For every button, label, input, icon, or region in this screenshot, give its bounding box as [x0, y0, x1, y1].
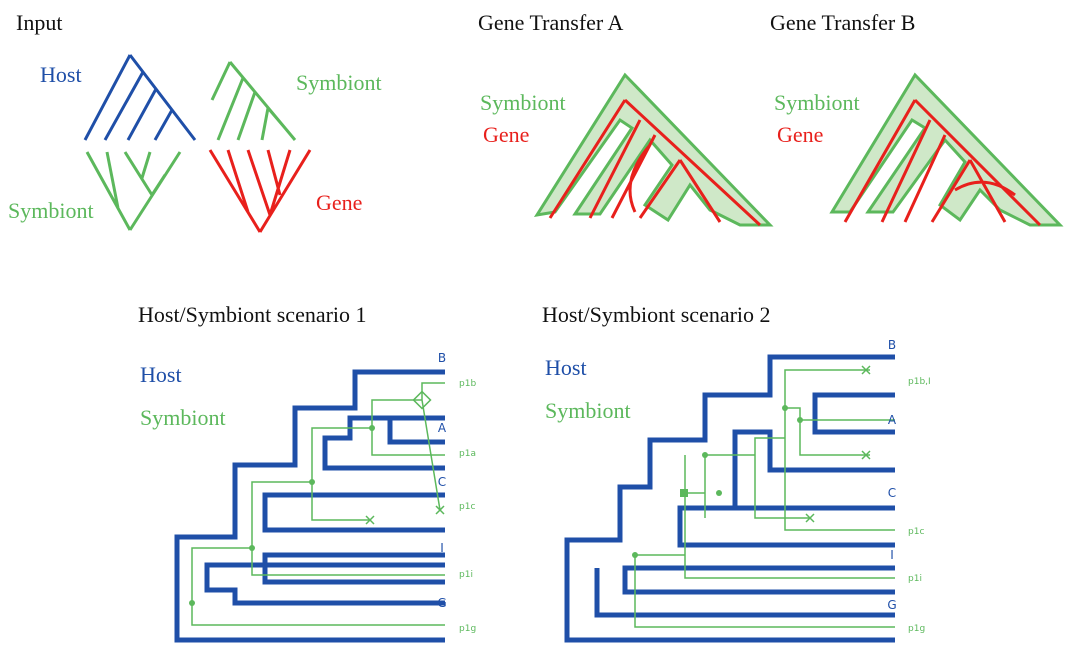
host-leaf-label: A [438, 421, 447, 435]
host-leaf-label: B [438, 351, 446, 365]
symbiont-tree-shade [533, 72, 774, 227]
symbiont-leaf-label: p1a [459, 449, 476, 459]
gene-label: Gene [316, 190, 362, 215]
host-leaf-label: C [888, 486, 896, 500]
symbiont-leaf-label: p1i [459, 570, 473, 580]
symbiont-tree [85, 61, 297, 231]
host-tree [564, 354, 895, 643]
host-leaf-label: A [888, 413, 897, 427]
symbiont-label: Symbiont [545, 398, 631, 423]
panel-title: Gene Transfer B [770, 10, 915, 35]
host-label: Host [545, 355, 587, 380]
gene-tree [548, 98, 762, 227]
host-tree [83, 54, 197, 141]
panel-title: Host/Symbiont scenario 1 [138, 302, 367, 327]
gene-tree [843, 98, 1042, 227]
symbiont-tree [632, 365, 895, 628]
symbiont-leaf-label: p1c [908, 527, 924, 537]
symbiont-label: Symbiont [774, 90, 860, 115]
gene-label: Gene [483, 122, 529, 147]
symbiont-label: Symbiont [140, 405, 226, 430]
symbiont-leaf-label: p1g [908, 624, 925, 634]
host-label: Host [40, 62, 82, 87]
host-leaf-label: C [438, 475, 446, 489]
host-leaf-label: I [440, 541, 444, 555]
symbiont-label: Symbiont [480, 90, 566, 115]
host-label: Host [140, 362, 182, 387]
symbiont-leaf-label: p1b [459, 379, 476, 389]
panel-title: Host/Symbiont scenario 2 [542, 302, 771, 327]
host-leaf-label: G [437, 596, 446, 610]
host-leaf-label: G [887, 598, 896, 612]
symbiont-label: Symbiont [296, 70, 382, 95]
panel-title: Gene Transfer A [478, 10, 624, 35]
symbiont-leaf-label: p1b,I [908, 377, 931, 387]
gene-tree [208, 149, 312, 233]
symbiont-leaf-label: p1i [908, 574, 922, 584]
host-tree [174, 369, 445, 643]
symbiont-leaf-label: p1g [459, 624, 476, 634]
panel-title: Input [16, 10, 62, 35]
host-leaf-label: B [888, 338, 896, 352]
symbiont-tree [189, 382, 445, 626]
symbiont-leaf-label: p1c [459, 502, 475, 512]
gene-label: Gene [777, 122, 823, 147]
symbiont-label: Symbiont [8, 198, 94, 223]
host-leaf-label: I [890, 548, 894, 562]
symbiont-tree-shade [829, 72, 1064, 227]
